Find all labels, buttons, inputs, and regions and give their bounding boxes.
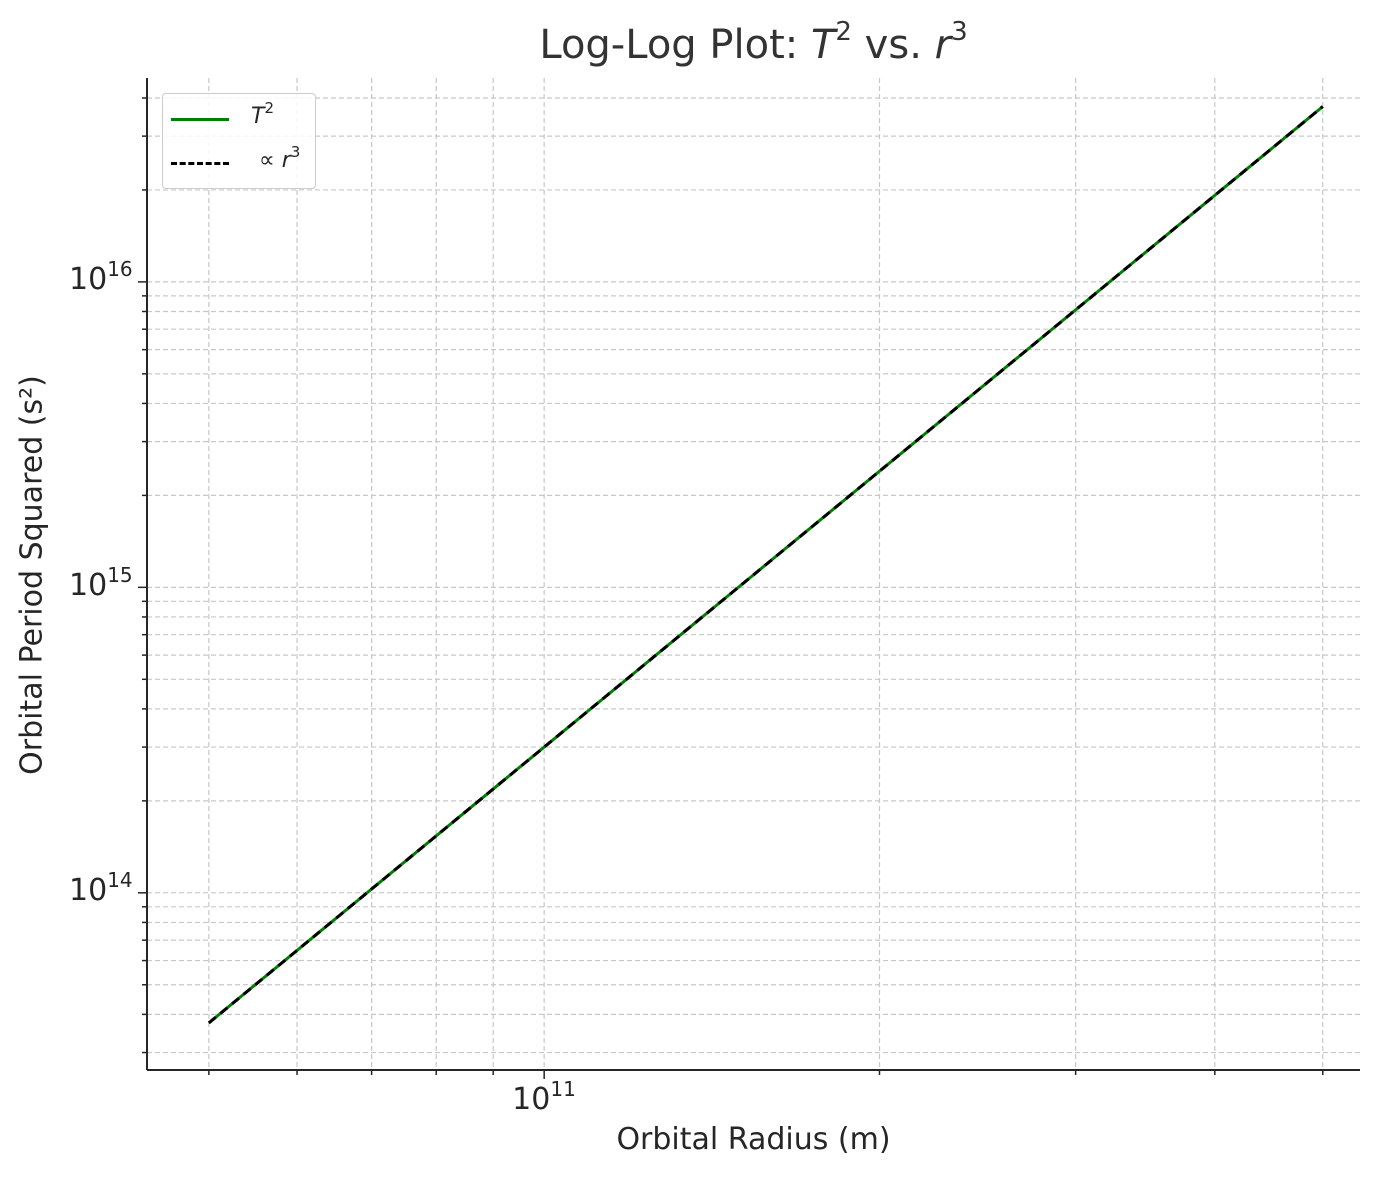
y-tick-label: 1016: [69, 257, 133, 298]
legend-entry-r3: ∝ r3: [163, 143, 315, 178]
legend-entry-t2: T2: [163, 99, 315, 134]
legend-swatch-t2: [171, 118, 229, 121]
legend: T2 ∝ r3: [162, 93, 316, 189]
title-t-exponent: 2: [835, 17, 852, 47]
legend-label-t2: T2: [251, 99, 274, 130]
x-axis-label: Orbital Radius (m): [616, 1122, 891, 1157]
title-mid: vs.: [851, 22, 935, 68]
series-line-r3: [207, 105, 1324, 1025]
y-tick-label: 1015: [69, 562, 133, 603]
y-tick-label: 1014: [69, 868, 133, 909]
y-axis-label: Orbital Period Squared (s²): [14, 375, 50, 775]
title-r: r: [934, 22, 952, 68]
title-prefix: Log-Log Plot:: [539, 22, 811, 68]
legend-label-r3: ∝ r3: [259, 143, 301, 174]
x-tick-label: 1011: [512, 1077, 576, 1117]
title-t: T: [810, 22, 836, 68]
legend-swatch-r3: [171, 162, 229, 165]
title-r-exponent: 3: [951, 17, 968, 47]
chart-title: Log-Log Plot: T2 vs. r3: [147, 19, 1360, 68]
